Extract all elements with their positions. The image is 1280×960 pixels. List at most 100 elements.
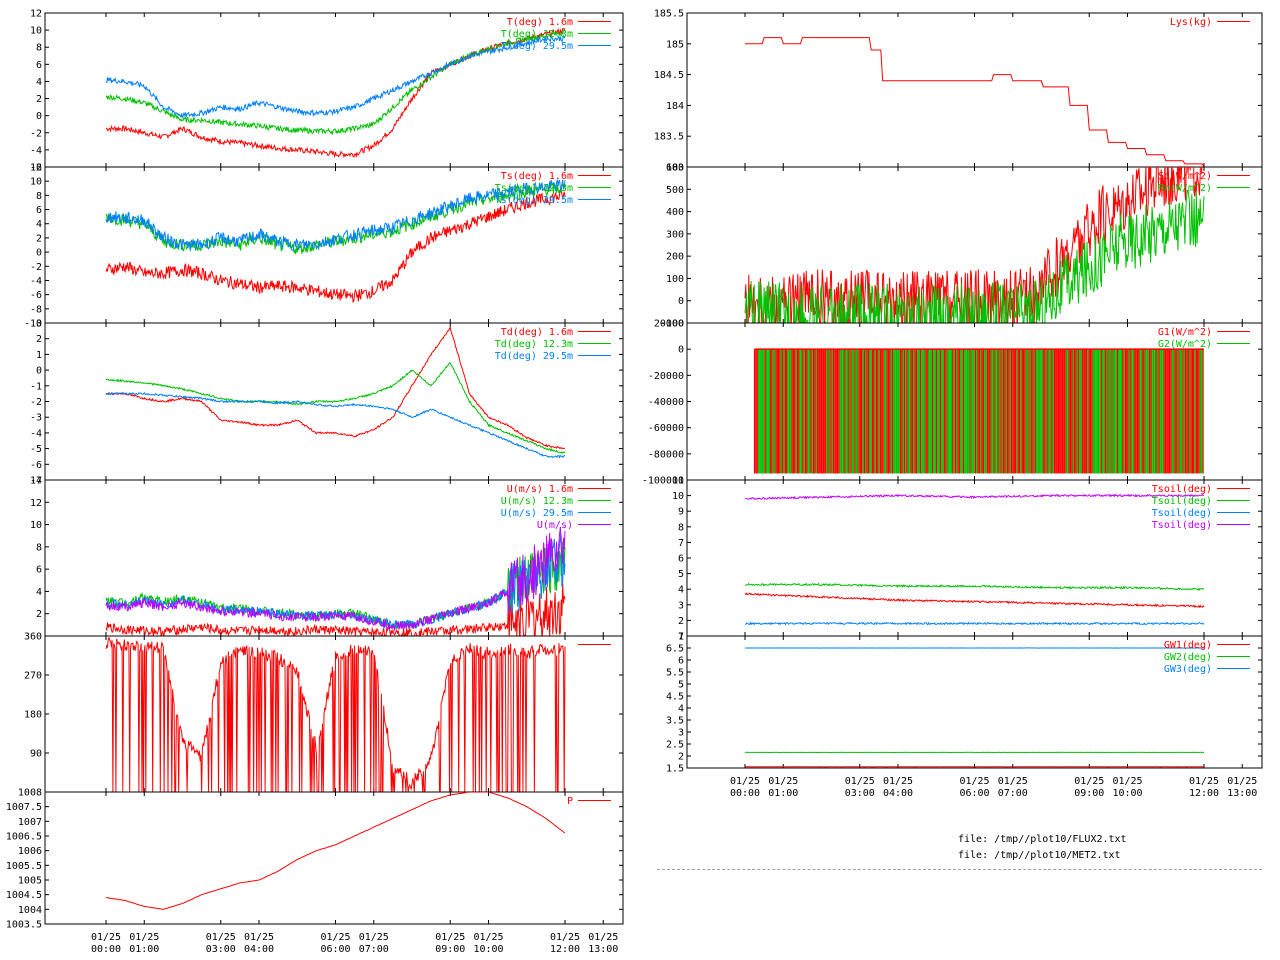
series-line-1: [744, 582, 1205, 591]
panel-left-3: 2 4 6 8 10 12 14 U(m/s) 1.6mU(m/s) 12.3mU(m/s) …: [30, 476, 624, 637]
x-tick-label-time: 10:00: [1112, 788, 1142, 799]
legend-label: Rn(W/m^2): [1158, 183, 1212, 194]
y-tick-label: 1007: [18, 817, 42, 828]
y-tick-label: 3.5: [666, 716, 684, 727]
y-tick-label: 0: [36, 248, 42, 259]
panel-right-1: -100 0 100 200 300 400 500 600 Sd(W/m^2)Rn(W/m^2…: [660, 163, 1263, 330]
y-tick-label: 6: [36, 205, 42, 216]
y-tick-label: 7: [678, 632, 684, 643]
y-tick-label: 12: [30, 498, 42, 509]
y-tick-label: -10: [24, 319, 42, 330]
series-group: [105, 326, 566, 459]
y-tick-label: -60000: [648, 423, 684, 434]
panel-frame: [44, 791, 624, 925]
y-tick-label: 1: [36, 350, 42, 361]
x-tick-label-date: 01/25: [1227, 776, 1257, 787]
legend-label: Td(deg) 1.6m: [501, 327, 573, 338]
y-tick-label: -4: [30, 276, 42, 287]
legend-label: Tsoil(deg): [1152, 484, 1212, 495]
series-group: [753, 348, 1204, 474]
x-tick-label-date: 01/25: [206, 932, 236, 943]
legend-label: Td(deg) 29.5m: [495, 351, 573, 362]
panel-frame: [686, 12, 1263, 168]
y-tick-label: 10: [30, 26, 42, 37]
y-tick-label: 2: [36, 609, 42, 620]
x-tick-label-time: 12:00: [550, 944, 580, 955]
y-tick-label: 6.5: [666, 644, 684, 655]
legend-label: T(deg) 1.6m: [507, 17, 573, 28]
legend-label: P: [567, 796, 573, 807]
x-tick-label-date: 01/25: [473, 932, 503, 943]
y-tick-label: 90: [30, 749, 42, 760]
x-tick-label-date: 01/25: [1112, 776, 1142, 787]
series-line-0: [105, 792, 566, 910]
y-tick-label: 1006.5: [6, 832, 42, 843]
legend-label: Ts(deg) 29.5m: [495, 195, 573, 206]
y-tick-label: 1005.5: [6, 861, 42, 872]
y-tick-label: 3: [678, 728, 684, 739]
x-tick-label-time: 00:00: [730, 788, 760, 799]
y-tick-label: 5: [678, 569, 684, 580]
y-tick-label: -6: [30, 290, 42, 301]
legend-label: U(m/s) 29.5m: [501, 508, 573, 519]
y-tick-label: 1006: [18, 846, 42, 857]
x-tick-label-time: 09:00: [435, 944, 465, 955]
y-tick-label: 1007.5: [6, 802, 42, 813]
legend-label: GW1(deg): [1164, 640, 1212, 651]
y-tick-label: 183.5: [654, 132, 684, 143]
y-tick-label: 600: [666, 163, 684, 174]
series-group: [105, 27, 566, 159]
legend-label: T(deg) 12.3m: [501, 29, 573, 40]
series-line-0: [744, 592, 1205, 609]
x-tick-label-time: 03:00: [845, 788, 875, 799]
y-tick-label: 0: [36, 366, 42, 377]
y-tick-label: 2: [678, 752, 684, 763]
legend-label: Ts(deg) 12.3m: [495, 183, 573, 194]
series-line-0: [745, 37, 1205, 167]
y-tick-label: 6: [36, 565, 42, 576]
x-tick-label-time: 13:00: [588, 944, 618, 955]
legend-label: T(deg) 29.5m: [501, 41, 573, 52]
y-tick-label: 4: [678, 704, 684, 715]
series-line-2: [105, 391, 566, 459]
y-tick-label: 1003.5: [6, 920, 42, 931]
series-group: [105, 636, 566, 792]
y-tick-label: 180: [24, 710, 42, 721]
y-tick-label: 185: [666, 39, 684, 50]
x-tick-label-time: 06:00: [320, 944, 350, 955]
y-tick-label: 184: [666, 101, 684, 112]
series-group: [105, 179, 566, 304]
y-tick-label: -2: [30, 397, 42, 408]
y-tick-label: 2: [678, 616, 684, 627]
y-tick-label: -7: [30, 476, 42, 487]
panel-left-0: -6 -4 -2 0 2 4 6 8 10 12 T(deg) 1.6mT(deg) 12.3mT(…: [30, 9, 624, 174]
y-tick-label: -5: [30, 444, 42, 455]
y-tick-label: 6: [36, 60, 42, 71]
x-tick-label-time: 09:00: [1074, 788, 1104, 799]
x-tick-label-time: 10:00: [473, 944, 503, 955]
y-tick-label: 5.5: [666, 668, 684, 679]
legend-label: U(m/s) 1.6m: [507, 484, 573, 495]
x-tick-label-date: 01/25: [959, 776, 989, 787]
series-line-0: [105, 582, 566, 636]
legend-label: U(m/s): [537, 520, 573, 531]
series-line-1: [105, 29, 566, 136]
y-tick-label: 1.5: [666, 764, 684, 775]
x-tick-label-date: 01/25: [435, 932, 465, 943]
y-tick-label: 1008: [18, 788, 42, 799]
y-tick-label: 2: [36, 334, 42, 345]
y-tick-label: 9: [678, 507, 684, 518]
separator-line: [657, 869, 1262, 870]
y-tick-label: 6: [678, 554, 684, 565]
y-tick-label: -3: [30, 413, 42, 424]
y-tick-label: 100: [666, 274, 684, 285]
series-line-2: [105, 34, 566, 119]
x-tick-label-time: 07:00: [998, 788, 1028, 799]
y-tick-label: 8: [678, 522, 684, 533]
y-tick-label: -4: [30, 428, 42, 439]
legend-label: Tsoil(deg): [1152, 508, 1212, 519]
x-tick-label-date: 01/25: [129, 932, 159, 943]
y-tick-label: 10: [30, 177, 42, 188]
y-tick-label: -40000: [648, 397, 684, 408]
